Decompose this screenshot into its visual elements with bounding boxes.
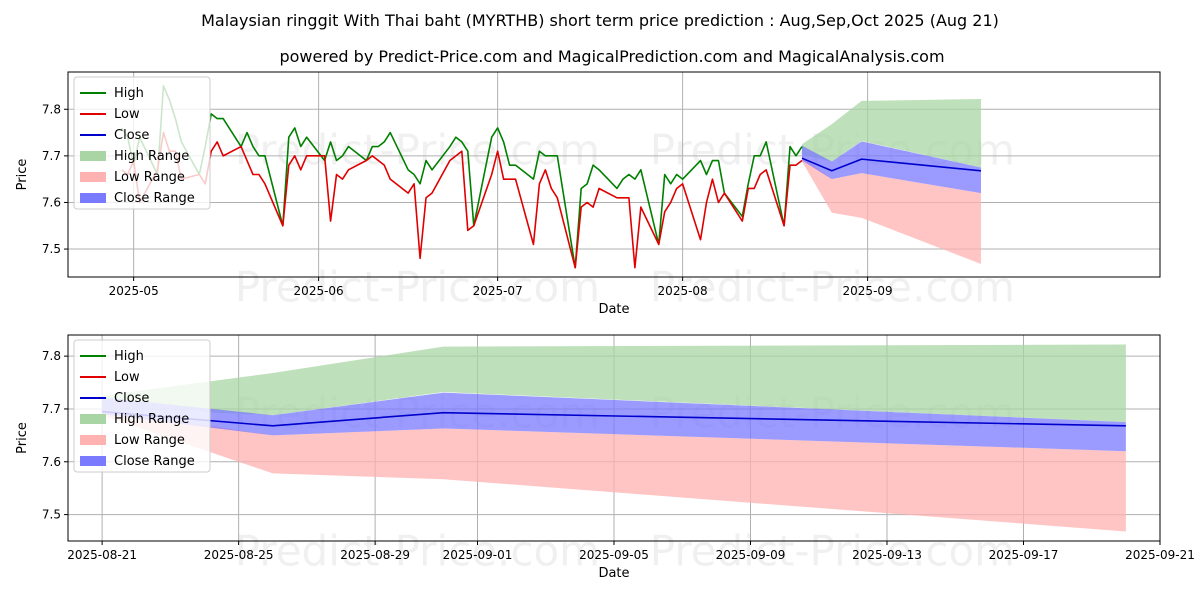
y-tick-label: 7.5 [42,242,61,256]
top-low-range-band [801,155,981,264]
watermark-text: Predict-Price.com [235,527,600,576]
x-tick-label: 2025-09-01 [443,548,513,562]
legend-swatch [80,435,106,445]
legend-label: High Range [114,149,189,164]
y-tick-label: 7.6 [42,455,61,469]
legend-label: High [114,86,144,101]
watermark-text: Predict-Price.com [650,263,1015,312]
x-tick-label: 2025-09-17 [989,548,1059,562]
bottom-legend: High Low Close High Range Low Range Close Ran… [73,339,211,473]
top-high-range-band [801,99,981,168]
legend-box [73,339,211,473]
x-tick-label: 2025-09-13 [852,548,922,562]
legend-label: Low Range [114,170,185,185]
top-close-series-line [801,157,982,172]
bottom-x-axis-label: Date [598,566,629,581]
y-tick-label: 7.8 [42,102,61,116]
legend-swatch [80,172,106,182]
chart-title: Malaysian ringgit With Thai baht (MYRTHB… [201,11,999,30]
x-tick-label: 2025-05 [109,284,159,298]
bottom-close-range-band [102,392,1126,452]
x-tick-label: 2025-09 [843,284,893,298]
top-chart-panel: Predict-Price.com Predict-Price.com Predic… [15,71,1161,317]
top-axes-frame [67,71,1161,278]
top-y-axis-label: Price [15,159,30,191]
legend-label: Close [114,128,149,143]
x-tick-label: 2025-06 [294,284,344,298]
bottom-chart-panel: Predict-Price.comPredict-Price.comPredic… [15,334,1195,581]
legend-swatch [80,456,106,466]
legend-label: Low Range [114,433,185,448]
top-legend: High Low Close High Range Low Range Close Ran… [73,76,211,210]
legend-label: Close Range [114,191,195,206]
y-tick-label: 7.7 [42,402,61,416]
top-high-series-line [121,85,803,269]
bottom-low-range-band [102,408,1126,532]
legend-label: High Range [114,412,189,427]
legend-swatch [80,151,106,161]
top-plot-area [121,85,982,269]
watermark-text: Predict-Price.com [235,125,600,174]
x-tick-label: 2025-08-21 [67,548,137,562]
x-tick-label: 2025-08-25 [204,548,274,562]
top-low-series-line [121,131,803,269]
watermark-text: Predict-Price.com [650,527,1015,576]
legend-label: Close [114,391,149,406]
legend-label: Close Range [114,454,195,469]
legend-label: Low [114,107,140,122]
top-close-range-band [801,141,981,194]
bottom-y-axis-label: Price [15,422,30,454]
bottom-high-range-band [102,344,1126,423]
y-tick-label: 7.7 [42,149,61,163]
x-tick-label: 2025-07 [473,284,523,298]
top-x-axis-label: Date [598,302,629,317]
legend-box [73,76,211,210]
x-tick-label: 2025-08 [658,284,708,298]
y-tick-label: 7.6 [42,195,61,209]
legend-label: High [114,349,144,364]
legend-swatch [80,193,106,203]
legend-swatch [80,414,106,424]
legend-label: Low [114,370,140,385]
x-tick-label: 2025-09-09 [716,548,786,562]
x-tick-label: 2025-08-29 [340,548,410,562]
y-tick-label: 7.8 [42,349,61,363]
x-tick-label: 2025-09-05 [579,548,649,562]
chart-subtitle: powered by Predict-Price.com and Magical… [279,47,944,66]
bottom-plot-area [102,344,1126,532]
x-tick-label: 2025-09-21 [1125,548,1195,562]
watermark-text: Predict-Price.com [235,263,600,312]
y-tick-label: 7.5 [42,508,61,522]
